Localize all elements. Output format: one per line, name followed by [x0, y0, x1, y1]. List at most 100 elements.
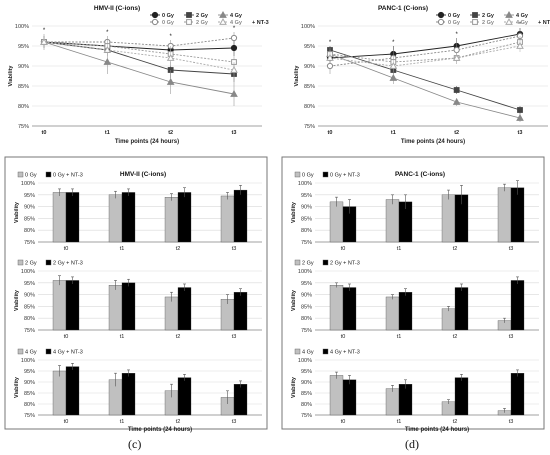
bar [177, 287, 192, 331]
series-0 [52, 365, 235, 416]
legend-item: 2 Gy [184, 19, 209, 26]
y-tick-label: 95% [301, 369, 312, 375]
y-tick-label: 95% [24, 193, 35, 199]
series-0 [329, 371, 512, 416]
series-line [43, 41, 235, 63]
x-tick-label: t2 [453, 246, 458, 252]
legend: 0 Gy 2 Gy 4 Gy 0 Gy 2 Gy 4 Gy + NT-3 [150, 10, 269, 26]
series-line [43, 41, 235, 95]
y-tick-label: 80% [24, 316, 35, 322]
y-axis-label: Viability [291, 289, 297, 311]
y-tick-label: 75% [301, 328, 312, 334]
series-5 [326, 40, 524, 72]
x-tick-label: t0 [42, 130, 47, 136]
y-tick-label: 75% [301, 413, 312, 419]
legend-label: 4 Gy + NT-3 [330, 350, 360, 356]
bar [164, 296, 179, 331]
y-tick-label: 90% [24, 380, 35, 386]
legend-swatch [294, 171, 301, 178]
legend-marker [186, 19, 192, 25]
series-line [329, 49, 521, 111]
legend-item: 4 Gy [218, 17, 243, 26]
legend: 0 Gy 0 Gy + NT-3 [294, 171, 360, 179]
legend-item: 4 Gy [218, 10, 243, 19]
legend-label: 4 Gy [25, 350, 37, 356]
legend-label: 2 Gy [196, 13, 209, 19]
data-point [326, 62, 334, 70]
legend-marker [505, 17, 513, 25]
y-tick-label: 90% [301, 293, 312, 299]
legend-swatch [17, 259, 24, 266]
y-tick-label: 80% [301, 402, 312, 408]
legend-marker [186, 12, 192, 18]
x-tick-label: t2 [453, 419, 458, 425]
data-point [452, 97, 461, 105]
legend-item: 4 Gy [504, 10, 529, 19]
x-tick-label: t1 [397, 419, 402, 425]
series-1 [342, 276, 525, 331]
y-tick-label: 100% [21, 269, 35, 275]
bar [121, 192, 136, 243]
y-tick-label: 80% [24, 402, 35, 408]
y-tick-label: 85% [18, 84, 29, 90]
legend-label: 4 Gy [516, 20, 529, 26]
bar [342, 379, 357, 416]
legend-marker [472, 12, 478, 18]
bar [233, 292, 248, 331]
legend-label: 4 Gy [230, 20, 243, 26]
significance-star: * [106, 30, 109, 36]
series-1 [65, 362, 248, 416]
x-tick-label: t3 [232, 334, 237, 340]
legend-label: 0 Gy [448, 13, 461, 19]
x-axis-label: Time points (24 hours) [405, 427, 469, 433]
x-tick-label: t3 [232, 130, 237, 136]
legend-label: 2 Gy [482, 20, 495, 26]
legend-label: 0 Gy [162, 20, 175, 26]
y-tick-label: 85% [24, 216, 35, 222]
panel-c-frame [4, 156, 268, 430]
series-line [329, 33, 521, 59]
x-tick-label: t1 [397, 334, 402, 340]
bar [329, 201, 344, 243]
legend-label: 0 Gy [162, 13, 175, 19]
bar [177, 192, 192, 243]
x-tick-label: t2 [176, 419, 181, 425]
y-tick-label: 85% [301, 304, 312, 310]
legend-label: 4 Gy [302, 350, 314, 356]
series-1 [65, 276, 248, 331]
y-tick-label: 95% [301, 193, 312, 199]
y-tick-label: 80% [18, 104, 29, 110]
y-tick-label: 100% [298, 181, 312, 187]
x-tick-label: t0 [341, 246, 346, 252]
x-tick-label: t0 [341, 419, 346, 425]
bar-hmv-4-chart: 75% 80% 85% 90% 95% 100% t0 t1 t2 t3 Viability Time… [14, 348, 262, 433]
y-tick-label: 80% [301, 228, 312, 234]
y-tick-label: 95% [304, 44, 315, 50]
y-axis-label: Viability [294, 65, 300, 87]
bar [441, 194, 456, 243]
y-tick-label: 90% [24, 205, 35, 211]
legend-marker [219, 10, 227, 18]
data-point [166, 53, 175, 61]
y-tick-label: 95% [301, 281, 312, 287]
y-tick-label: 75% [24, 413, 35, 419]
legend-swatch [322, 348, 329, 355]
series-0 [52, 188, 235, 243]
legend: 0 Gy 0 Gy + NT-3 [17, 171, 83, 179]
x-axis-label: Time points (24 hours) [401, 139, 465, 145]
x-tick-label: t3 [232, 419, 237, 425]
legend: 0 Gy 2 Gy 4 Gy 0 Gy 2 Gy 4 Gy + NT-3 [436, 10, 550, 26]
y-tick-label: 75% [24, 328, 35, 334]
legend-marker [472, 19, 478, 25]
x-tick-label: t2 [168, 130, 173, 136]
bar [121, 282, 136, 331]
bar [510, 187, 525, 243]
data-point [453, 46, 460, 54]
x-tick-label: t3 [232, 246, 237, 252]
y-axis-label: Viability [291, 376, 297, 398]
legend-label: 2 Gy [302, 261, 314, 267]
legend-label: 2 Gy + NT-3 [53, 261, 83, 267]
y-axis-label: Viability [14, 201, 20, 223]
bar [65, 366, 80, 416]
